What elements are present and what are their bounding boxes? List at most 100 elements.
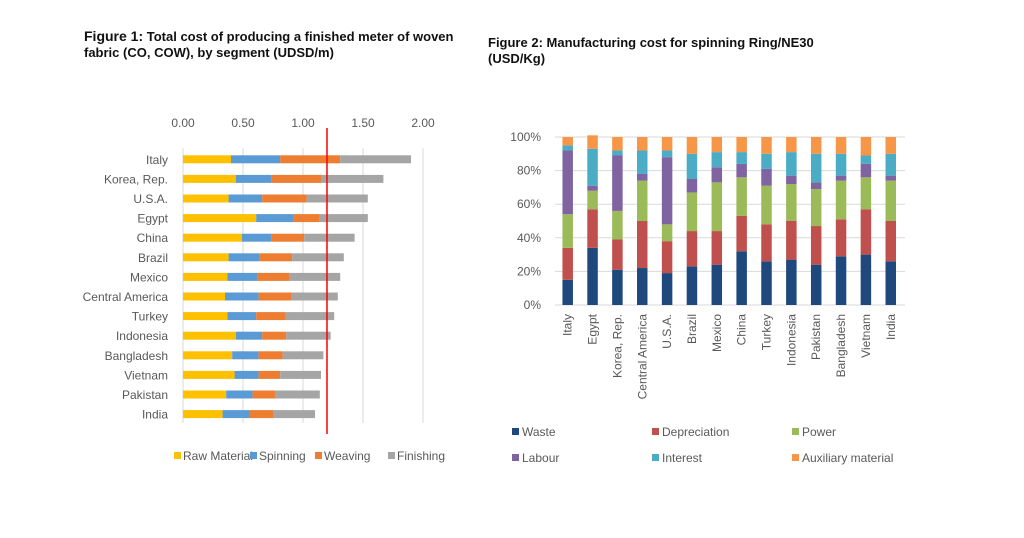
fig2-bar-depreciation	[810, 226, 822, 265]
figure-1-title-text: Total cost of producing a finished meter…	[84, 29, 454, 60]
fig2-bar-auxiliary-material	[686, 137, 698, 154]
fig2-bar-auxiliary-material	[637, 137, 648, 151]
fig2-bar-power	[761, 185, 772, 225]
fig2-bar-power	[711, 182, 723, 232]
fig2-category-label: Mexico	[710, 314, 724, 352]
fig2-bar-auxiliary-material	[786, 137, 797, 153]
fig2-bar-interest	[711, 152, 723, 168]
fig2-bar-depreciation	[761, 224, 772, 262]
fig1-category-label: Vietnam	[124, 368, 168, 382]
fig1-bar-spinning	[256, 214, 294, 223]
fig2-bar-labour	[835, 175, 847, 181]
fig2-legend-swatch	[652, 428, 659, 435]
fig2-bar-interest	[686, 153, 698, 179]
fig2-y-tick-label: 80%	[517, 164, 541, 178]
fig1-category-label: Korea, Rep.	[104, 172, 168, 186]
fig1-category-label: Bangladesh	[105, 349, 168, 363]
fig2-bar-labour	[860, 163, 872, 178]
fig1-legend-label: Finishing	[397, 449, 445, 463]
fig1-bar-weaving	[280, 155, 341, 164]
figure-2-title: Figure 2: Manufacturing cost for spinnin…	[488, 35, 818, 67]
fig2-bar-depreciation	[835, 219, 847, 257]
fig2-bar-auxiliary-material	[612, 137, 623, 151]
fig2-bar-interest	[860, 155, 872, 164]
fig2-bar-interest	[587, 148, 598, 186]
fig2-y-tick-label: 100%	[510, 130, 541, 144]
fig2-legend-swatch	[792, 428, 799, 435]
figure-1-title: Figure 1: Total cost of producing a fini…	[84, 28, 464, 61]
fig1-bar-spinning	[228, 194, 263, 203]
fig2-bar-interest	[562, 145, 573, 151]
fig2-bar-auxiliary-material	[885, 137, 896, 154]
fig1-bar-finishing	[286, 331, 331, 340]
fig1-bar-raw-material	[183, 292, 225, 301]
fig1-x-tick-label: 1.50	[351, 116, 375, 130]
fig2-bar-power	[661, 224, 673, 242]
fig2-legend-label: Power	[802, 425, 836, 439]
fig2-bar-labour	[612, 155, 623, 211]
fig2-bar-auxiliary-material	[810, 137, 822, 154]
fig2-bar-auxiliary-material	[761, 137, 772, 154]
fig1-bar-weaving	[256, 312, 285, 321]
fig2-bar-depreciation	[686, 231, 698, 267]
fig1-legend-swatch	[388, 452, 395, 459]
fig1-category-label: Italy	[146, 153, 168, 167]
fig1-bar-spinning	[241, 233, 272, 242]
fig1-bar-spinning	[222, 410, 249, 419]
fig1-bar-raw-material	[183, 194, 229, 203]
fig1-category-label: China	[137, 231, 169, 245]
fig1-legend-label: Weaving	[324, 449, 370, 463]
fig2-bar-power	[562, 214, 573, 248]
fig1-bar-finishing	[280, 370, 321, 379]
fig1-bar-spinning	[235, 331, 263, 340]
fig2-bar-waste	[810, 264, 822, 305]
fig1-bar-finishing	[292, 253, 344, 262]
fig2-bar-auxiliary-material	[860, 137, 872, 156]
fig1-bar-spinning	[228, 253, 260, 262]
fig2-bar-labour	[637, 173, 648, 181]
fig2-bar-depreciation	[612, 239, 623, 270]
fig1-bar-spinning	[227, 312, 257, 321]
fig2-bar-depreciation	[711, 231, 723, 265]
fig1-bar-weaving	[293, 214, 320, 223]
fig1-legend-swatch	[315, 452, 322, 459]
fig1-category-label: Egypt	[137, 212, 168, 226]
fig2-bar-labour	[661, 157, 673, 225]
fig2-bar-labour	[786, 175, 797, 185]
fig2-bar-interest	[661, 150, 673, 158]
fig1-bar-weaving	[252, 390, 276, 399]
fig2-bar-waste	[885, 261, 896, 305]
fig1-bar-finishing	[319, 214, 368, 223]
fig2-bar-power	[885, 180, 896, 221]
fig2-legend-label: Auxiliary material	[802, 451, 893, 465]
fig1-bar-weaving	[249, 410, 273, 419]
fig1-bar-weaving	[262, 194, 307, 203]
fig2-legend-swatch	[792, 454, 799, 461]
fig2-legend-label: Waste	[522, 425, 556, 439]
fig2-bar-waste	[736, 251, 747, 305]
fig1-bar-spinning	[225, 292, 259, 301]
fig2-bar-auxiliary-material	[587, 135, 598, 149]
fig1-bar-weaving	[262, 331, 287, 340]
fig1-bar-raw-material	[183, 272, 228, 281]
fig2-legend-swatch	[652, 454, 659, 461]
fig2-bar-waste	[562, 279, 573, 305]
fig2-bar-power	[860, 177, 872, 210]
fig1-bar-weaving	[271, 233, 305, 242]
fig2-category-label: Indonesia	[784, 314, 798, 366]
fig1-x-tick-label: 1.00	[291, 116, 315, 130]
fig2-category-label: Brazil	[685, 314, 699, 344]
fig1-bar-raw-material	[183, 331, 236, 340]
fig1-legend-swatch	[174, 452, 181, 459]
fig2-bar-waste	[587, 247, 598, 305]
fig1-bar-finishing	[340, 155, 411, 164]
fig2-category-label: Vietnam	[859, 314, 873, 358]
fig2-bar-auxiliary-material	[711, 137, 723, 153]
fig2-bar-interest	[810, 153, 822, 183]
fig2-category-label: China	[735, 314, 749, 346]
fig2-bar-depreciation	[637, 221, 648, 269]
fig1-bar-raw-material	[183, 253, 229, 262]
fig2-bar-labour	[587, 185, 598, 191]
fig2-legend-label: Depreciation	[662, 425, 729, 439]
fig2-bar-interest	[786, 152, 797, 176]
